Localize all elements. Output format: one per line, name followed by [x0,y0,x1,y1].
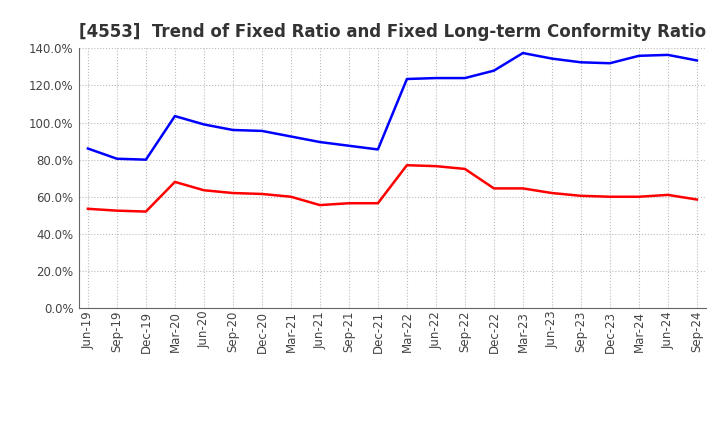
Fixed Ratio [634,53,643,59]
Fixed Long-term Conformity Ratio [634,194,643,199]
Fixed Ratio [199,122,208,127]
Line: Fixed Long-term Conformity Ratio: Fixed Long-term Conformity Ratio [88,165,697,212]
Fixed Ratio [431,75,440,81]
Fixed Long-term Conformity Ratio [548,191,557,196]
Line: Fixed Ratio: Fixed Ratio [88,53,697,160]
Fixed Long-term Conformity Ratio [461,166,469,172]
Fixed Long-term Conformity Ratio [112,208,121,213]
Fixed Long-term Conformity Ratio [84,206,92,212]
Fixed Ratio [171,114,179,119]
Fixed Ratio [402,77,411,82]
Title: [4553]  Trend of Fixed Ratio and Fixed Long-term Conformity Ratio: [4553] Trend of Fixed Ratio and Fixed Lo… [78,23,706,41]
Fixed Long-term Conformity Ratio [287,194,295,199]
Fixed Ratio [228,127,237,132]
Fixed Long-term Conformity Ratio [431,164,440,169]
Fixed Ratio [84,146,92,151]
Fixed Long-term Conformity Ratio [664,192,672,198]
Fixed Ratio [374,147,382,152]
Fixed Ratio [142,157,150,162]
Fixed Ratio [693,58,701,63]
Fixed Ratio [315,139,324,145]
Fixed Long-term Conformity Ratio [606,194,614,199]
Fixed Long-term Conformity Ratio [228,191,237,196]
Fixed Long-term Conformity Ratio [490,186,498,191]
Fixed Ratio [577,60,585,65]
Fixed Ratio [490,68,498,73]
Fixed Ratio [112,156,121,161]
Fixed Long-term Conformity Ratio [577,193,585,198]
Fixed Long-term Conformity Ratio [693,197,701,202]
Fixed Ratio [664,52,672,58]
Fixed Ratio [606,61,614,66]
Fixed Long-term Conformity Ratio [171,179,179,184]
Fixed Ratio [548,56,557,61]
Fixed Long-term Conformity Ratio [402,162,411,168]
Fixed Ratio [287,134,295,139]
Fixed Long-term Conformity Ratio [345,201,354,206]
Fixed Long-term Conformity Ratio [315,202,324,208]
Fixed Long-term Conformity Ratio [258,191,266,197]
Fixed Long-term Conformity Ratio [142,209,150,214]
Fixed Long-term Conformity Ratio [199,187,208,193]
Fixed Ratio [258,128,266,134]
Fixed Ratio [461,75,469,81]
Fixed Ratio [518,51,527,56]
Fixed Long-term Conformity Ratio [518,186,527,191]
Fixed Long-term Conformity Ratio [374,201,382,206]
Fixed Ratio [345,143,354,148]
